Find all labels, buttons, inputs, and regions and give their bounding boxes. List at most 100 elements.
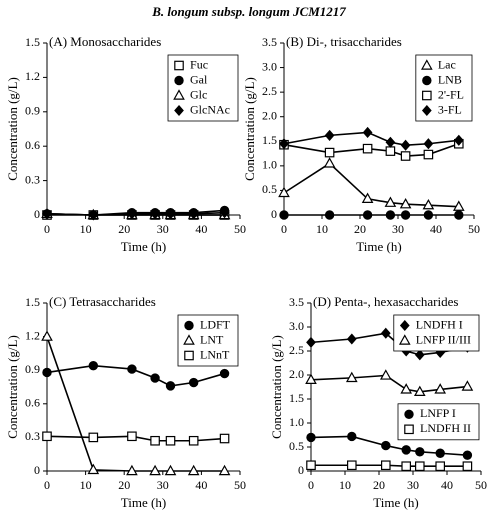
legend-marker [173,89,185,100]
x-tick-label: 10 [80,222,92,236]
marker [423,210,434,220]
y-tick-label: 1.2 [25,328,40,342]
y-tick-label: 0 [298,463,304,477]
x-tick-label: 30 [407,478,419,492]
marker [423,138,434,150]
marker [452,200,465,211]
y-axis-label: Concentration (g/L) [242,77,257,181]
legend-marker [399,319,410,332]
y-tick-label: 3.5 [289,295,304,309]
x-tick-label: 20 [118,222,130,236]
y-tick-label: 0.9 [25,362,40,376]
x-axis-label: Time (h) [121,239,166,254]
marker [435,461,445,471]
y-tick-label: 0.5 [262,182,277,196]
marker [381,460,391,471]
marker [305,373,317,384]
legend-marker [184,320,194,331]
marker [454,210,464,220]
legend-label: LNnT [200,347,230,361]
legend-marker [422,90,432,101]
x-tick-label: 10 [339,478,351,492]
y-tick-label: 0 [271,207,277,221]
marker [346,333,357,345]
y-tick-label: 3.0 [289,319,304,333]
marker [323,157,336,168]
marker [380,327,391,339]
marker [400,139,411,151]
legend-label: LNDFH I [416,317,463,331]
x-tick-label: 50 [468,222,480,236]
marker [88,361,99,371]
legend-label: Lac [438,57,456,71]
marker [42,431,52,442]
legend-marker [422,75,432,86]
y-tick-label: 0.5 [289,439,304,453]
legend-label: LNFP I [420,406,456,420]
marker [415,461,425,471]
x-tick-label: 0 [308,478,314,492]
y-tick-label: 0 [34,463,40,477]
marker [381,440,391,451]
marker [324,129,335,141]
marker [462,461,473,471]
y-tick-label: 1.5 [25,35,40,49]
legend-label: 2'-FL [438,87,464,101]
y-tick-label: 2.0 [289,367,304,381]
y-tick-label: 1.2 [25,69,40,83]
marker [127,431,137,442]
x-tick-label: 30 [392,222,404,236]
marker [219,433,230,444]
legend-marker [184,350,194,361]
y-tick-label: 1.5 [262,133,277,147]
legend-label: LNDFH II [420,421,471,435]
marker [347,460,357,471]
y-tick-label: 1.5 [25,295,40,309]
panel-title: (C) Tetrasaccharides [49,294,156,309]
marker [362,210,373,220]
y-tick-label: 0 [34,207,40,221]
y-tick-label: 0.6 [25,396,40,410]
marker [150,208,160,220]
x-axis-label: Time (h) [121,495,166,510]
y-tick-label: 1.5 [289,391,304,405]
marker [385,210,396,220]
marker [188,377,199,388]
y-tick-label: 0.9 [25,104,40,118]
marker [434,383,447,394]
x-tick-label: 40 [441,478,453,492]
y-axis-label: Concentration (g/L) [5,77,20,181]
marker [149,464,161,476]
x-tick-label: 40 [195,222,207,236]
marker [453,134,464,146]
y-tick-label: 3.5 [262,35,277,49]
marker [400,210,411,220]
legend-label: LNB [438,72,462,86]
marker [165,208,176,220]
x-tick-label: 30 [157,222,169,236]
marker [87,463,100,475]
x-tick-label: 20 [118,478,130,492]
y-tick-label: 3.0 [262,59,277,73]
marker [461,380,474,391]
marker [218,464,231,476]
legend-marker [421,104,432,117]
marker [401,461,411,471]
y-tick-label: 1.0 [262,158,277,172]
legend-marker [398,334,411,345]
legend-marker [174,75,184,86]
marker [324,147,335,158]
marker [88,209,99,221]
y-tick-label: 2.0 [262,108,277,122]
marker [462,450,473,460]
x-tick-label: 50 [234,478,246,492]
marker [435,448,445,458]
legend-label: 3-FL [438,102,462,116]
panel-title: (A) Monosaccharides [49,34,161,49]
x-tick-label: 40 [195,478,207,492]
marker [413,385,426,396]
x-tick-label: 0 [44,222,50,236]
